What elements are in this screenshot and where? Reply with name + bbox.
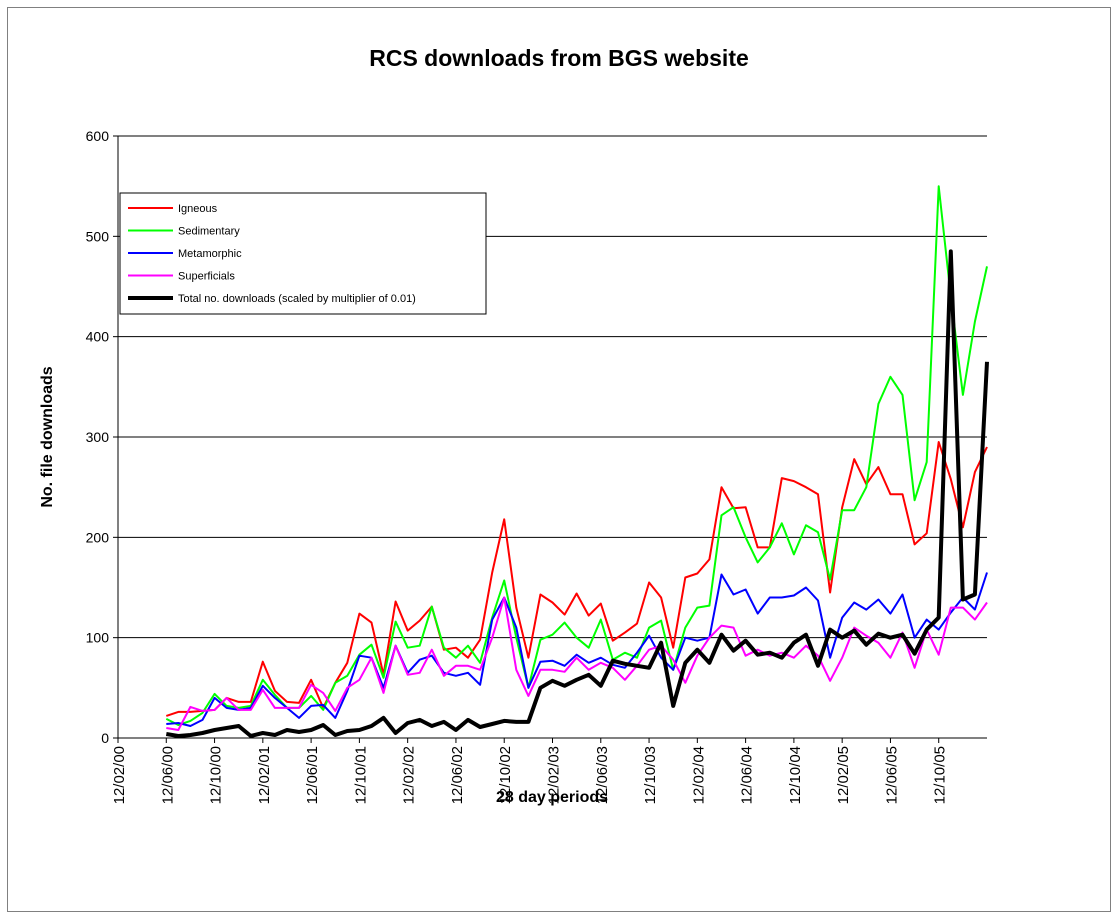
series-line <box>166 596 988 731</box>
legend-label: Igneous <box>178 203 218 215</box>
series-line <box>165 249 989 738</box>
x-tick-label: 12/10/04 <box>787 746 804 804</box>
y-tick-label: 300 <box>86 429 110 445</box>
y-tick-label: 500 <box>86 228 110 244</box>
legend-label: Sedimentary <box>178 226 240 238</box>
legend-box <box>119 192 487 315</box>
y-tick-label: 400 <box>86 329 110 345</box>
legend-label: Total no. downloads (scaled by multiplie… <box>178 293 416 305</box>
legend-label: Metamorphic <box>178 248 242 260</box>
x-tick-label: 12/06/00 <box>159 746 176 804</box>
y-tick-label: 200 <box>86 529 110 545</box>
legend-label: Superficials <box>178 271 235 283</box>
x-axis-label: 28 day periods <box>496 789 608 806</box>
series-line <box>166 572 988 727</box>
x-tick-label: 12/06/05 <box>883 746 900 804</box>
chart-title: RCS downloads from BGS website <box>369 45 749 71</box>
x-tick-label: 12/10/05 <box>932 746 949 804</box>
series-line <box>165 185 988 726</box>
x-tick-label: 12/06/04 <box>739 746 756 804</box>
x-tick-label: 12/02/05 <box>835 746 852 804</box>
x-tick-label: 12/02/02 <box>401 746 418 804</box>
y-tick-label: 600 <box>86 128 110 144</box>
x-tick-label: 12/06/01 <box>304 746 321 804</box>
series-line <box>165 441 988 717</box>
x-tick-label: 12/06/02 <box>449 746 466 804</box>
x-tick-label: 12/10/00 <box>208 746 225 804</box>
x-tick-label: 12/02/03 <box>546 746 563 804</box>
y-axis-label: No. file downloads <box>39 366 56 507</box>
x-tick-label: 12/02/01 <box>256 746 273 804</box>
x-tick-label: 12/02/00 <box>111 746 128 804</box>
y-tick-label: 0 <box>101 730 109 746</box>
x-tick-label: 12/02/04 <box>690 746 707 804</box>
x-tick-label: 12/10/03 <box>642 746 659 804</box>
y-tick-label: 100 <box>86 630 110 646</box>
x-tick-label: 12/10/01 <box>352 746 369 804</box>
x-tick-label: 12/10/02 <box>497 746 514 804</box>
x-tick-label: 12/06/03 <box>594 746 611 804</box>
